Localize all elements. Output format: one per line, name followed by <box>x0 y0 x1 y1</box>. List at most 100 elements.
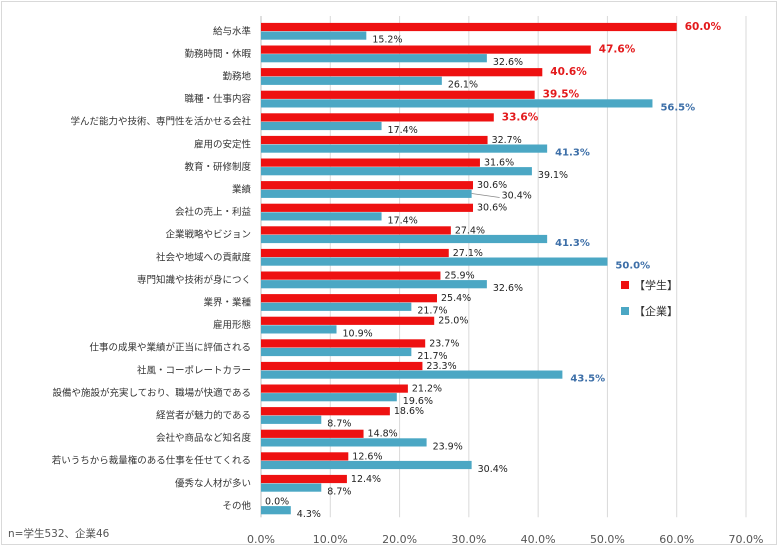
bar-student <box>261 158 480 167</box>
data-label-student: 12.6% <box>352 451 382 462</box>
category-label: 職種・仕事内容 <box>184 93 251 105</box>
data-label-company: 43.5% <box>570 374 605 385</box>
bar-student <box>261 339 426 348</box>
data-label-company: 23.9% <box>433 441 463 452</box>
bar-company <box>261 438 427 447</box>
data-label-student: 25.9% <box>444 271 474 282</box>
data-label-student: 32.7% <box>492 135 522 146</box>
bar-student <box>261 407 390 416</box>
x-tick-label: 50.0% <box>590 533 625 546</box>
bar-student <box>261 452 349 461</box>
data-label-student: 40.6% <box>550 66 587 78</box>
data-label-student: 47.6% <box>599 44 636 56</box>
bar-company <box>261 234 548 244</box>
category-label: 専門知識や技術が身につく <box>137 274 251 286</box>
data-label-company: 17.4% <box>388 125 418 136</box>
bar-student <box>261 429 364 438</box>
bar-student <box>261 474 347 484</box>
legend-swatch-company <box>621 307 629 315</box>
data-label-student: 39.5% <box>543 89 580 101</box>
data-label-student: 12.4% <box>351 474 381 485</box>
category-label: 教育・研修制度 <box>184 161 251 173</box>
bar-company <box>261 31 367 40</box>
bar-company <box>261 483 322 492</box>
data-label-student: 18.6% <box>394 406 424 417</box>
data-label-student: 14.8% <box>368 429 398 440</box>
data-label-company: 32.6% <box>493 57 523 68</box>
data-label-company: 41.3% <box>555 238 590 249</box>
bar-company <box>261 212 382 221</box>
data-label-company: 15.2% <box>372 35 402 46</box>
bar-company <box>261 393 397 402</box>
category-label: その他 <box>222 500 251 512</box>
data-label-company: 30.4% <box>478 464 508 475</box>
bar-company <box>261 121 382 131</box>
bar-student <box>261 22 677 32</box>
data-label-company: 26.1% <box>448 80 478 91</box>
legend-label-company: 【企業】 <box>634 304 678 318</box>
data-label-student: 27.4% <box>455 225 485 236</box>
bar-student <box>261 316 435 325</box>
bar-student <box>261 135 488 145</box>
category-label: 勤務時間・休暇 <box>184 48 251 60</box>
data-label-company: 10.9% <box>343 328 373 339</box>
bar-student <box>261 68 543 77</box>
category-label: 雇用の安定性 <box>194 138 252 150</box>
bar-company <box>261 99 653 108</box>
bar-student <box>261 384 408 393</box>
x-tick-label: 60.0% <box>659 533 694 546</box>
bar-student <box>261 45 591 54</box>
category-label: 仕事の成果や業績が正当に評価される <box>89 342 251 354</box>
data-label-student: 0.0% <box>265 497 289 508</box>
category-label: 設備や施設が充実しており、職場が快適である <box>53 387 251 399</box>
x-tick-label: 70.0% <box>729 533 764 546</box>
bar-company <box>261 167 532 176</box>
label-leader-line <box>471 193 500 198</box>
sample-size-note: n=学生532、企業46 <box>8 528 110 540</box>
bar-company <box>261 506 291 515</box>
data-label-company: 21.7% <box>417 306 447 317</box>
data-label-company: 32.6% <box>493 283 523 294</box>
data-label-company: 30.4% <box>502 191 532 202</box>
category-label: 企業戦略やビジョン <box>165 229 251 241</box>
x-tick-label: 0.0% <box>247 533 275 546</box>
data-label-company: 19.6% <box>403 396 433 407</box>
category-label: 優秀な人材が多い <box>175 477 251 489</box>
bar-company <box>261 347 412 357</box>
legend-swatch-student <box>621 281 629 289</box>
bar-company <box>261 415 322 424</box>
data-label-company: 17.4% <box>388 215 418 226</box>
bar-student <box>261 248 449 258</box>
category-label: 経営者が魅力的である <box>156 410 251 422</box>
bar-student <box>261 90 535 99</box>
data-label-student: 25.0% <box>438 316 468 327</box>
bar-company <box>261 325 337 334</box>
data-label-company: 50.0% <box>615 261 650 272</box>
bar-student <box>261 271 441 280</box>
category-label: 若いうちから裁量権のある仕事を任せてくれる <box>52 455 251 467</box>
category-label: 社風・コーポレートカラー <box>137 364 251 376</box>
x-tick-label: 40.0% <box>521 533 556 546</box>
x-tick-label: 30.0% <box>451 533 486 546</box>
bar-company <box>261 370 563 379</box>
bar-student <box>261 361 423 371</box>
data-label-student: 25.4% <box>441 293 471 304</box>
bar-company <box>261 257 608 266</box>
bar-company <box>261 460 472 470</box>
category-label: 給与水準 <box>213 25 252 37</box>
bar-student <box>261 226 451 235</box>
bar-student <box>261 113 494 122</box>
x-tick-label: 10.0% <box>313 533 348 546</box>
data-label-student: 31.6% <box>484 158 514 169</box>
bar-company <box>261 302 412 311</box>
data-label-student: 33.6% <box>502 111 539 123</box>
category-label: 業績 <box>232 184 252 196</box>
category-label: 勤務地 <box>222 71 251 83</box>
data-label-student: 21.2% <box>412 384 442 395</box>
category-label: 会社の売上・利益 <box>175 206 252 218</box>
bar-company <box>261 144 548 153</box>
legend-label-student: 【学生】 <box>634 278 678 292</box>
bar-student <box>261 203 474 212</box>
bar-company <box>261 76 442 85</box>
